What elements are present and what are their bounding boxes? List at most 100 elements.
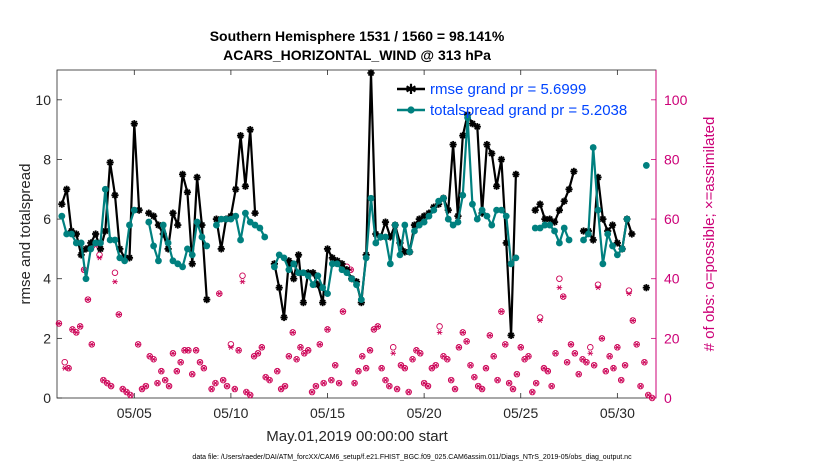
totalspread-marker xyxy=(555,239,563,247)
asterisk-stroke xyxy=(352,380,357,386)
asterisk-stroke xyxy=(300,299,307,306)
totalspread-marker xyxy=(241,209,249,217)
asterisk-stroke xyxy=(590,236,597,244)
asterisk-stroke xyxy=(599,215,607,223)
obs-assimilated-marker xyxy=(56,320,62,326)
obs-assimilated-marker xyxy=(212,380,219,386)
asterisk-stroke xyxy=(433,362,438,368)
obs-assimilated-marker xyxy=(116,311,122,318)
asterisk-stroke xyxy=(422,380,427,386)
totalspread-marker xyxy=(411,227,418,235)
asterisk-stroke xyxy=(159,368,164,374)
totalspread-marker xyxy=(164,239,172,247)
obs-assimilated-marker xyxy=(313,383,319,389)
totalspread-marker xyxy=(159,221,167,229)
totalspread-marker xyxy=(188,251,196,259)
rmse-marker xyxy=(507,331,515,339)
asterisk-stroke xyxy=(325,326,330,332)
obs-possible-marker xyxy=(436,323,443,330)
asterisk-stroke xyxy=(429,365,434,371)
asterisk-stroke xyxy=(179,171,186,178)
rmse-marker xyxy=(459,132,467,140)
asterisk-stroke xyxy=(395,386,400,392)
chart-title-line-1: Southern Hemisphere 1531 / 1560 = 98.141… xyxy=(210,28,505,44)
obs-assimilated-marker xyxy=(374,323,381,329)
obs-assimilated-marker xyxy=(351,380,358,386)
asterisk-stroke xyxy=(151,356,156,362)
asterisk-stroke xyxy=(247,126,254,133)
obs-assimilated-marker xyxy=(568,341,574,347)
obs-assimilated-marker xyxy=(367,347,373,353)
asterisk-stroke xyxy=(313,383,318,389)
asterisk-stroke xyxy=(92,230,99,238)
asterisk-stroke xyxy=(63,186,70,193)
totalspread-marker xyxy=(295,269,302,277)
obs-assimilated-marker xyxy=(85,297,91,303)
asterisk-stroke xyxy=(201,365,206,371)
asterisk-stroke xyxy=(186,347,191,353)
asterisk-stroke xyxy=(628,230,636,238)
asterisk-stroke xyxy=(285,257,293,265)
obs-count-markers xyxy=(55,239,656,402)
asterisk-stroke xyxy=(209,386,214,392)
asterisk-stroke xyxy=(282,383,288,389)
asterisk-stroke xyxy=(532,206,539,214)
rmse-marker xyxy=(367,69,375,77)
asterisk-stroke xyxy=(536,200,544,208)
asterisk-stroke xyxy=(169,209,177,217)
totalspread-marker xyxy=(198,233,206,241)
asterisk-stroke xyxy=(360,353,365,359)
totalspread-marker xyxy=(217,215,225,223)
rmse-marker xyxy=(178,170,187,178)
asterisk-stroke xyxy=(337,380,342,386)
asterisk-stroke xyxy=(499,309,504,315)
asterisk-stroke xyxy=(111,192,119,199)
obs-assimilated-marker xyxy=(255,350,261,356)
asterisk-stroke xyxy=(416,215,423,223)
asterisk-stroke xyxy=(503,341,508,347)
asterisk-stroke xyxy=(87,239,94,247)
asterisk-stroke xyxy=(541,215,549,223)
obs-assimilated-marker xyxy=(386,383,393,389)
totalspread-marker xyxy=(92,239,100,247)
obs-assimilated-marker xyxy=(174,368,180,374)
totalspread-marker xyxy=(430,206,438,214)
y-right-tick-label: 60 xyxy=(664,211,680,227)
x-tick-label: 05/20 xyxy=(407,405,442,421)
totalspread-marker xyxy=(382,233,389,241)
obs-assimilated-marker xyxy=(436,329,443,335)
asterisk-stroke xyxy=(131,120,138,127)
totalspread-marker xyxy=(130,206,138,214)
totalspread-marker xyxy=(155,257,162,265)
asterisk-stroke xyxy=(623,362,628,368)
obs-assimilated-marker xyxy=(521,356,528,362)
rmse-marker xyxy=(599,215,607,223)
asterisk-stroke xyxy=(167,383,172,389)
totalspread-marker xyxy=(420,218,428,226)
asterisk-stroke xyxy=(338,260,346,268)
asterisk-stroke xyxy=(638,383,643,389)
asterisk-stroke xyxy=(510,386,516,392)
asterisk-stroke xyxy=(483,141,491,148)
totalspread-marker xyxy=(63,230,71,238)
asterisk-stroke xyxy=(163,377,168,383)
asterisk-stroke xyxy=(174,221,181,229)
asterisk-stroke xyxy=(646,392,651,398)
obs-assimilated-marker xyxy=(139,386,145,392)
rmse-marker xyxy=(290,275,298,283)
asterisk-stroke xyxy=(534,380,539,386)
asterisk-stroke xyxy=(460,329,465,335)
obs-assimilated-marker xyxy=(645,392,652,398)
asterisk-stroke xyxy=(570,168,578,175)
totalspread-marker xyxy=(367,194,375,202)
totalspread-marker xyxy=(459,191,467,199)
asterisk-stroke xyxy=(568,341,574,347)
totalspread-marker xyxy=(401,221,409,229)
asterisk-stroke xyxy=(62,365,67,371)
obs-assimilated-marker xyxy=(224,383,230,389)
obs-assimilated-marker xyxy=(483,365,489,371)
totalspread-marker xyxy=(483,212,491,220)
totalspread-marker xyxy=(150,242,158,250)
obs-assimilated-marker xyxy=(409,356,416,362)
obs-assimilated-marker xyxy=(77,323,83,329)
